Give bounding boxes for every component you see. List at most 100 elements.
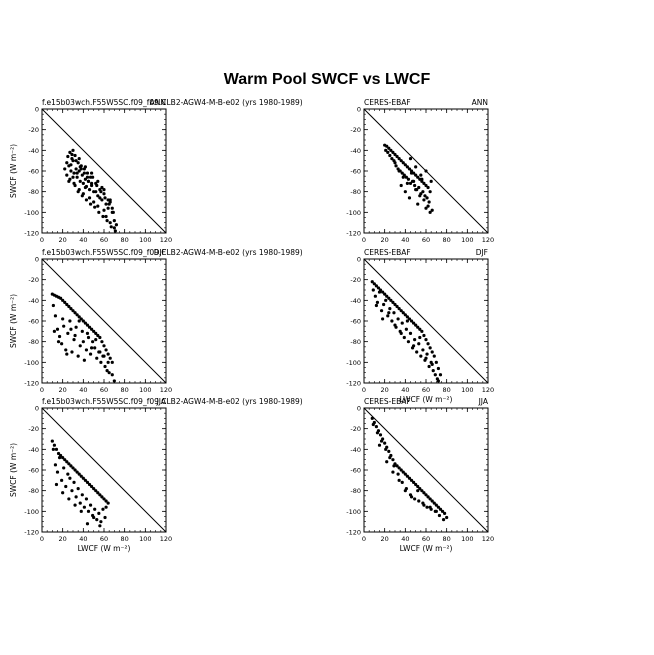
- y-axis-label: SWCF (W m⁻²): [9, 443, 18, 497]
- panel-jja-model: 0 20 40 60 80 100 120 0 -20 -40 -60 -80 -100 -120 f.e1…: [9, 397, 303, 553]
- data-point: [74, 167, 78, 171]
- x-tick-label: 0: [362, 236, 366, 244]
- y-tick-label: -40: [28, 446, 39, 454]
- data-point: [420, 489, 424, 493]
- x-tick-label: 100: [139, 236, 151, 244]
- y-tick-label: -100: [24, 209, 39, 217]
- data-point: [82, 171, 86, 175]
- data-point: [422, 491, 426, 495]
- data-point: [430, 208, 434, 212]
- panel-source-label: CERES-EBAF: [364, 248, 411, 257]
- data-point: [102, 497, 106, 501]
- data-point: [425, 352, 429, 356]
- y-tick-label: -20: [350, 425, 361, 433]
- data-point: [385, 144, 389, 148]
- data-point: [397, 307, 401, 311]
- data-point: [51, 303, 55, 308]
- data-point: [108, 198, 112, 202]
- data-point: [78, 501, 82, 505]
- data-point: [390, 157, 394, 161]
- data-point: [432, 501, 436, 505]
- data-point: [414, 188, 418, 192]
- data-point: [53, 314, 58, 318]
- data-point: [94, 489, 98, 493]
- data-point: [83, 478, 87, 482]
- y-tick-label: -40: [350, 297, 361, 305]
- data-point: [425, 196, 429, 200]
- panel-djf-model: 0 20 40 60 80 100 120 0 -20 -40 -60 -80 -100 -120 f.e1…: [9, 248, 303, 394]
- data-point: [77, 157, 81, 161]
- data-point: [87, 188, 92, 192]
- data-point: [374, 303, 378, 308]
- data-point: [76, 190, 80, 194]
- reference-line: [41, 108, 167, 234]
- panel-jja-obs: 0 20 40 60 80 100 120 0 -20 -40 -60 -80 -100 -120 CERE…: [346, 397, 494, 553]
- y-tick-label: 0: [35, 256, 39, 264]
- y-tick-label: -20: [350, 126, 361, 134]
- data-point: [107, 371, 111, 375]
- y-tick-label: -20: [350, 276, 361, 284]
- data-point: [424, 338, 428, 342]
- data-point: [104, 214, 108, 219]
- panel-season-label: JJA: [156, 397, 167, 406]
- data-point: [395, 154, 399, 159]
- y-axis-label: SWCF (W m⁻²): [9, 144, 18, 198]
- data-point: [64, 484, 68, 489]
- data-point: [100, 198, 104, 202]
- data-point: [106, 501, 110, 505]
- data-point: [399, 183, 403, 188]
- data-point: [88, 352, 93, 356]
- data-point: [427, 364, 431, 369]
- data-point: [391, 458, 395, 462]
- data-point: [445, 515, 449, 520]
- data-point: [384, 298, 388, 302]
- data-point: [395, 464, 399, 468]
- data-point: [399, 331, 403, 335]
- data-point: [403, 313, 407, 317]
- data-point: [387, 449, 391, 453]
- data-point: [80, 194, 84, 198]
- data-point: [440, 509, 445, 513]
- data-point: [422, 503, 426, 507]
- data-point: [414, 482, 418, 487]
- data-point: [428, 346, 432, 350]
- data-point: [429, 179, 433, 183]
- data-point: [80, 173, 84, 177]
- data-point: [69, 169, 73, 173]
- data-point: [76, 161, 80, 165]
- data-point: [86, 509, 91, 513]
- data-point: [92, 487, 96, 491]
- panel-season-label: ANN: [472, 98, 488, 107]
- data-point: [70, 350, 74, 354]
- data-point: [56, 340, 61, 344]
- y-tick-label: 0: [357, 256, 361, 264]
- x-tick-label: 20: [59, 535, 67, 543]
- data-point: [426, 495, 430, 499]
- data-point: [73, 311, 77, 315]
- x-tick-label: 80: [443, 236, 451, 244]
- panel-season-label: ANN: [150, 98, 166, 107]
- data-point: [377, 290, 382, 294]
- data-point: [371, 288, 375, 292]
- data-point: [405, 181, 409, 185]
- data-point: [57, 334, 62, 339]
- data-point: [403, 163, 407, 167]
- data-point: [96, 204, 100, 208]
- data-point: [107, 202, 111, 206]
- data-point: [428, 497, 432, 501]
- y-tick-label: -40: [350, 446, 361, 454]
- data-point: [62, 466, 66, 470]
- data-point: [416, 484, 420, 489]
- x-tick-label: 120: [160, 236, 172, 244]
- panel-source-label: CERES-EBAF: [364, 397, 411, 406]
- data-point: [386, 150, 390, 154]
- y-tick-label: -120: [346, 380, 361, 388]
- data-point: [86, 179, 91, 183]
- data-point: [52, 443, 57, 447]
- data-point: [79, 474, 83, 478]
- panel-djf-obs: 0 20 40 60 80 100 120 0 -20 -40 -60 -80 -100 -120 CERE…: [346, 248, 494, 404]
- x-tick-label: 120: [160, 386, 172, 394]
- data-point: [72, 338, 76, 342]
- data-point: [393, 152, 397, 157]
- data-point: [90, 484, 94, 489]
